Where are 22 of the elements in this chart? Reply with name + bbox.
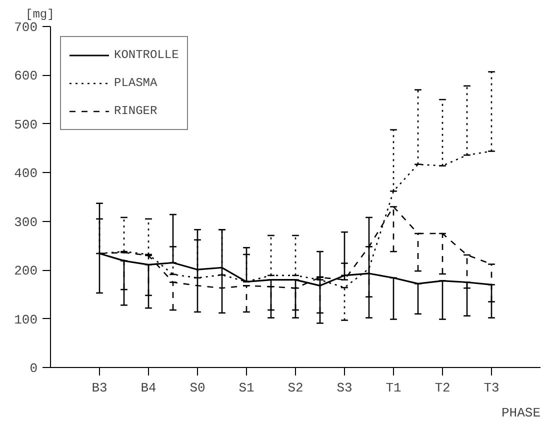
x-tick-label: B4 <box>140 380 156 396</box>
x-tick-label: S0 <box>190 380 206 396</box>
y-tick-label: 400 <box>14 166 38 182</box>
y-tick-label: 100 <box>14 312 38 328</box>
y-tick-label: 0 <box>30 361 38 376</box>
x-tick-label: B3 <box>92 380 108 396</box>
y-tick-label: 600 <box>14 68 38 84</box>
y-axis-title: [mg] <box>26 8 54 22</box>
x-tick-label: S2 <box>288 380 304 396</box>
legend-label: KONTROLLE <box>114 48 179 62</box>
y-tick-label: 700 <box>14 20 38 35</box>
y-tick-label: 500 <box>14 117 38 132</box>
x-tick-label: T1 <box>386 380 402 396</box>
x-tick-label: T3 <box>484 380 500 396</box>
x-tick-label: T2 <box>434 380 450 396</box>
x-axis-title: PHASE <box>501 406 541 420</box>
legend-label: PLASMA <box>114 76 158 90</box>
x-tick-label: S1 <box>238 380 254 396</box>
x-tick-label: S3 <box>336 380 352 396</box>
legend-label: RINGER <box>114 104 158 118</box>
y-tick-label: 300 <box>14 214 38 230</box>
y-tick-label: 200 <box>14 264 38 279</box>
